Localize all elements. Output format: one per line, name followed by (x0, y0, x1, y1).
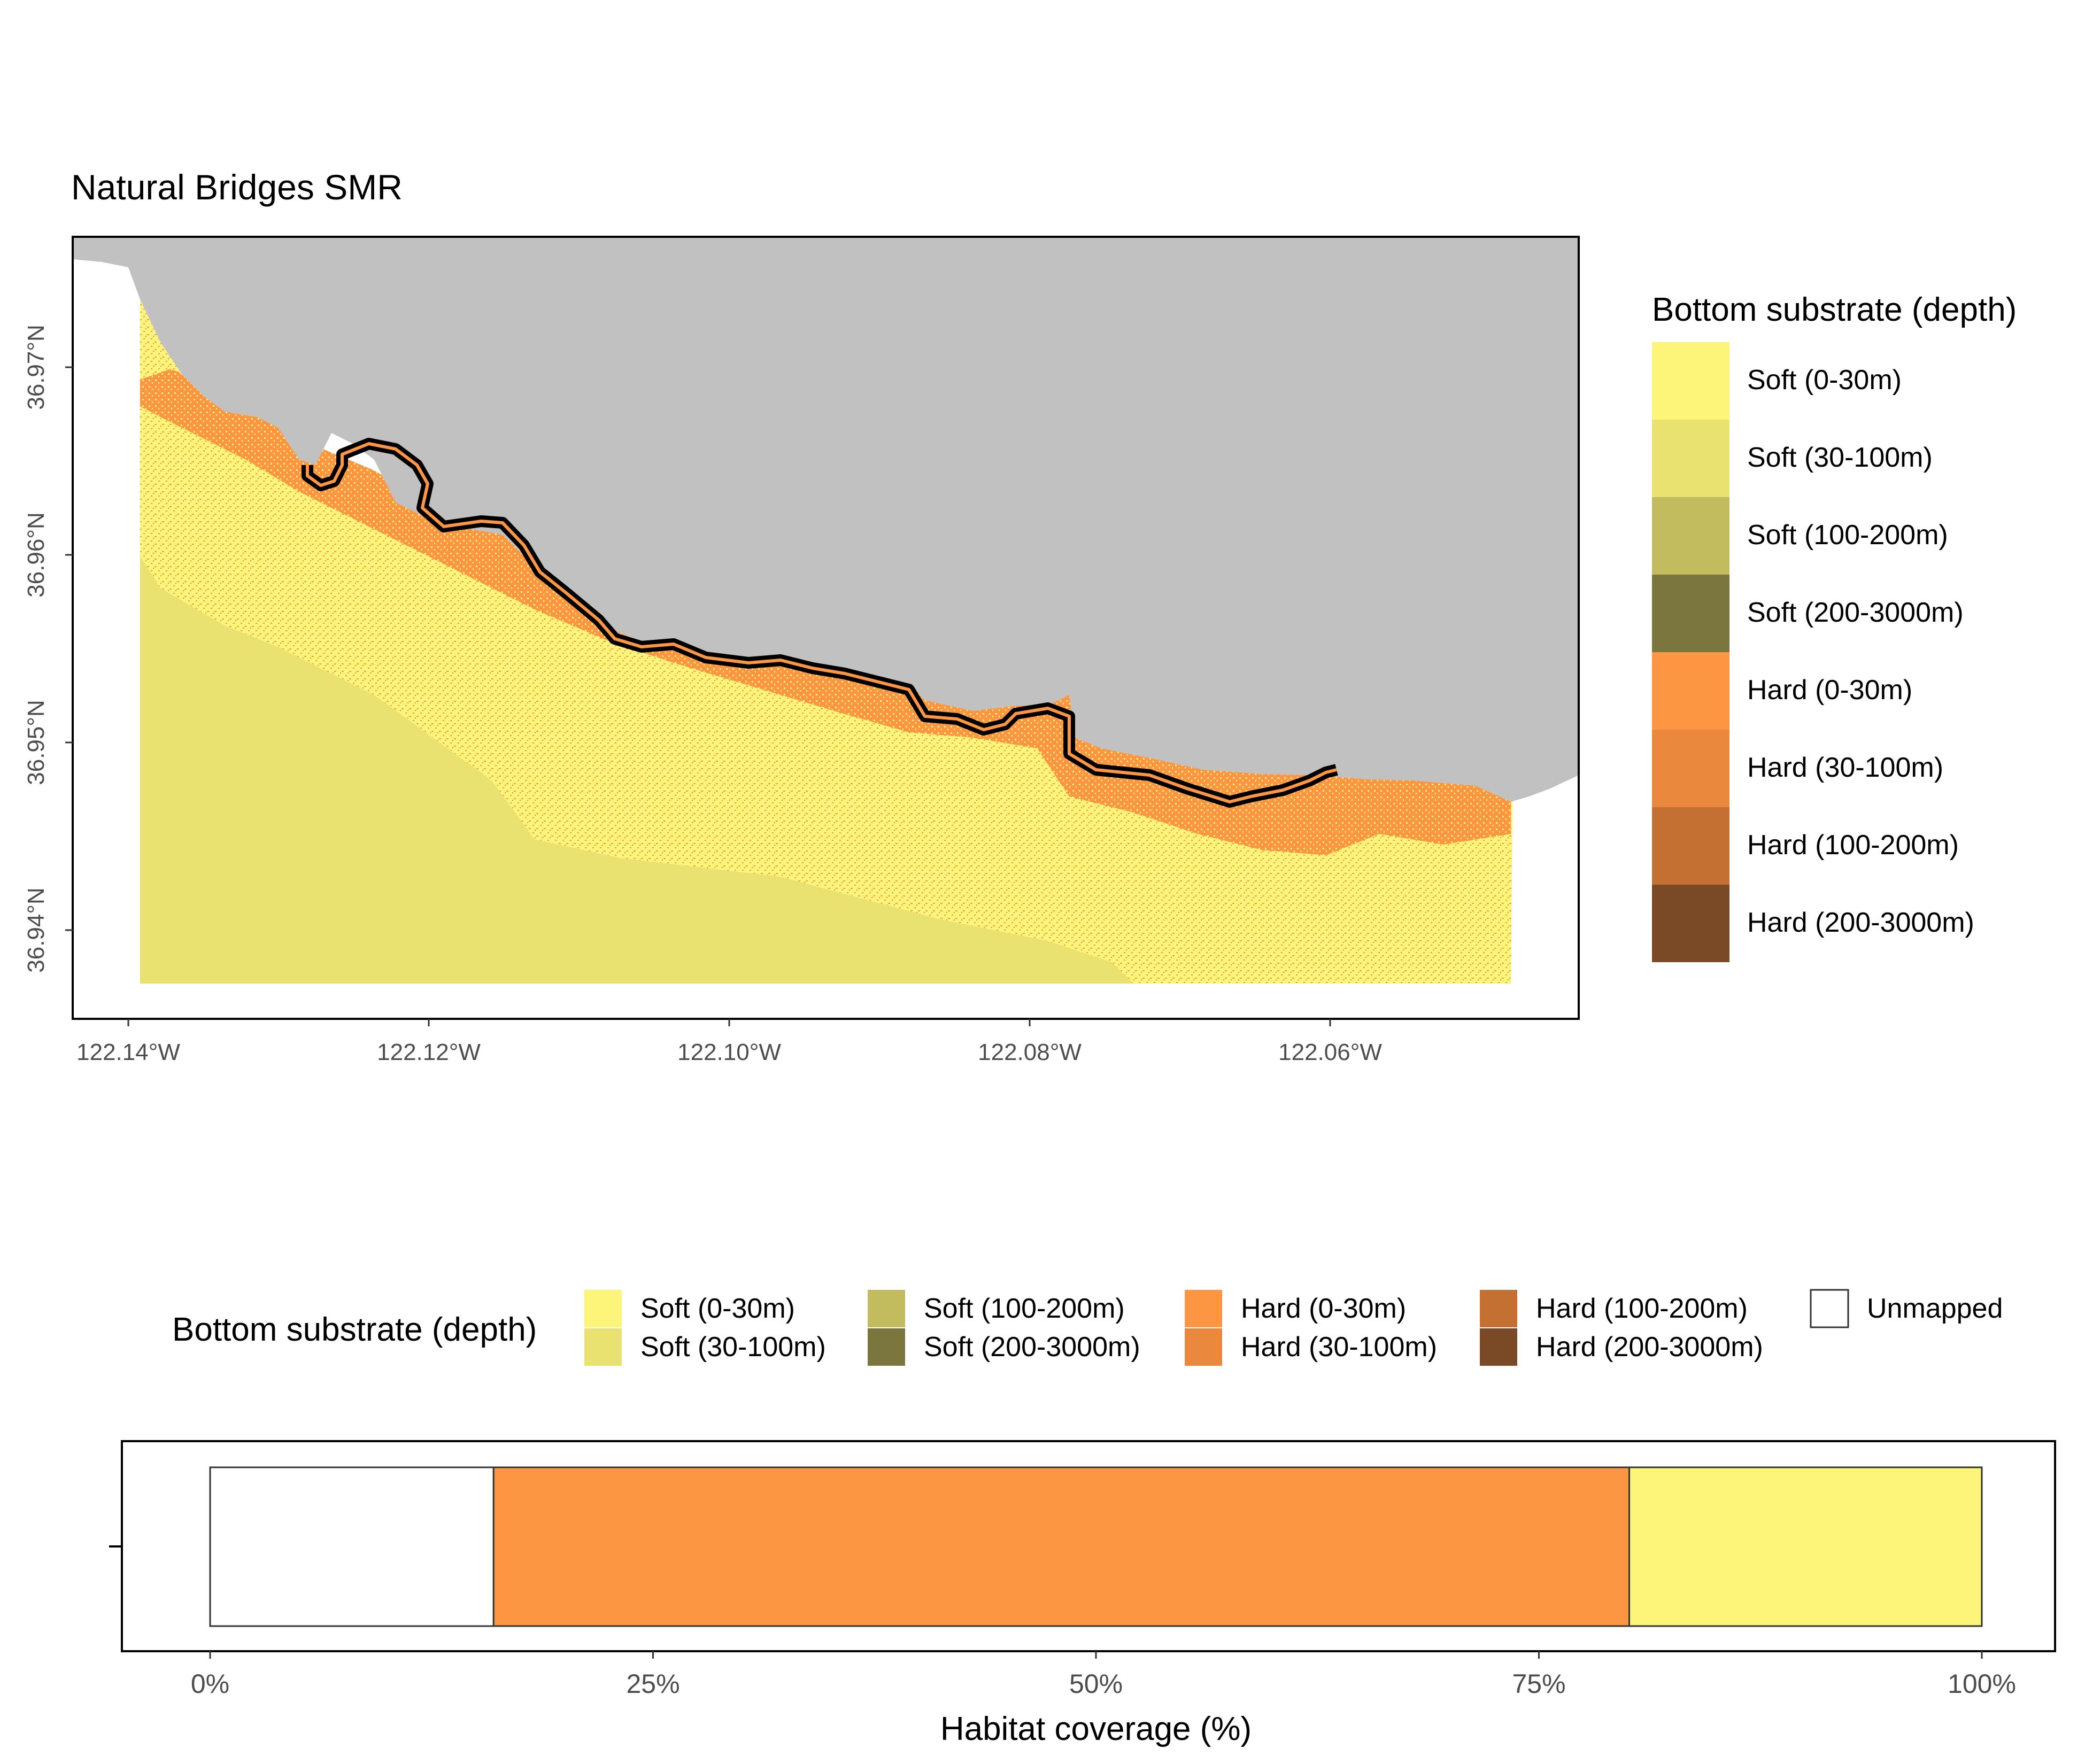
map-legend-label: Hard (200-3000m) (1747, 907, 1974, 938)
mpa-boundary-inner (306, 442, 1337, 803)
chart-x-tick-label: 0% (191, 1669, 229, 1699)
map-legend-label: Soft (100-200m) (1747, 520, 1948, 551)
land-area (73, 237, 1579, 802)
bar-legend-title: Bottom substrate (depth) (172, 1311, 537, 1348)
map-legend-label: Soft (0-30m) (1747, 365, 1902, 396)
map-x-tick-label: 122.12°W (377, 1039, 481, 1065)
map-x-axis: 122.14°W 122.12°W 122.10°W 122.08°W 122.… (76, 1019, 1382, 1065)
map-y-axis: 36.97°N 36.96°N 36.95°N 36.94°N (23, 324, 73, 973)
bar-legend: Bottom substrate (depth) Soft (0-30m) Sof… (172, 1289, 2003, 1366)
bar-legend-key (584, 1290, 622, 1327)
bar-legend-label: Unmapped (1867, 1293, 2003, 1324)
map-y-tick-label: 36.96°N (23, 512, 49, 597)
bar-legend-label: Hard (100-200m) (1536, 1293, 1748, 1324)
bar-legend-label: Soft (30-100m) (640, 1332, 826, 1363)
bar-segment (492, 1466, 1631, 1627)
bar-segment (209, 1466, 495, 1627)
map-x-tick-label: 122.08°W (978, 1039, 1082, 1065)
chart-x-tick-label: 25% (626, 1669, 679, 1699)
chart-x-axis-label: Habitat coverage (%) (940, 1711, 1252, 1747)
map-frame (72, 236, 1580, 1020)
bar-segment (1628, 1466, 1983, 1627)
map-legend-key (1652, 652, 1729, 730)
soft-30-100m-area (140, 299, 1133, 984)
map-legend-key (1652, 730, 1729, 807)
map-legend-key (1652, 885, 1729, 962)
bar-legend-key (1480, 1290, 1517, 1327)
bar-legend-label: Hard (200-3000m) (1536, 1332, 1763, 1363)
bar-legend-label: Soft (100-200m) (924, 1293, 1125, 1324)
map-x-tick-label: 122.06°W (1278, 1039, 1382, 1065)
map-legend-label: Hard (100-200m) (1747, 830, 1959, 861)
map-legend-key (1652, 807, 1729, 885)
bar-legend-key (1480, 1328, 1517, 1366)
map-legend-label: Soft (30-100m) (1747, 442, 1933, 473)
chart-x-tick-label: 75% (1512, 1669, 1565, 1699)
map-legend-key (1652, 575, 1729, 652)
map-legend-key (1652, 497, 1729, 575)
bar-legend-key (868, 1290, 905, 1327)
bar-legend-label: Hard (30-100m) (1241, 1332, 1437, 1363)
map-y-tick-label: 36.95°N (23, 700, 49, 785)
bar-legend-key (584, 1328, 622, 1366)
bar-legend-key (1185, 1290, 1222, 1327)
map-legend: Bottom substrate (depth) Soft (0-30m) Sof… (1652, 291, 2017, 962)
map-legend-key (1652, 342, 1729, 420)
bar-legend-key (868, 1328, 905, 1366)
chart-x-tick-label: 100% (1948, 1669, 2016, 1699)
bar-legend-label: Soft (0-30m) (640, 1293, 795, 1324)
map-y-tick-label: 36.97°N (23, 324, 49, 409)
map-legend-label: Soft (200-3000m) (1747, 597, 1964, 628)
coverage-chart: 0% 25% 50% 75% 100% Habitat coverage (%) (109, 1440, 2056, 1747)
map-panel (73, 237, 1579, 1019)
map-legend-key (1652, 420, 1729, 497)
bar-legend-key (1185, 1328, 1222, 1366)
map-y-tick-label: 36.94°N (23, 887, 49, 972)
map-x-tick-label: 122.14°W (76, 1039, 180, 1065)
map-legend-label: Hard (0-30m) (1747, 675, 1912, 706)
bar-legend-label: Hard (0-30m) (1241, 1293, 1406, 1324)
map-x-tick-label: 122.10°W (677, 1039, 781, 1065)
map-legend-title: Bottom substrate (depth) (1652, 291, 2017, 328)
map-title: Natural Bridges SMR (71, 167, 403, 207)
chart-x-tick-label: 50% (1069, 1669, 1123, 1699)
bar-legend-key (1810, 1289, 1849, 1328)
map-legend-label: Hard (30-100m) (1747, 752, 1943, 783)
bar-legend-label: Soft (200-3000m) (924, 1332, 1140, 1363)
